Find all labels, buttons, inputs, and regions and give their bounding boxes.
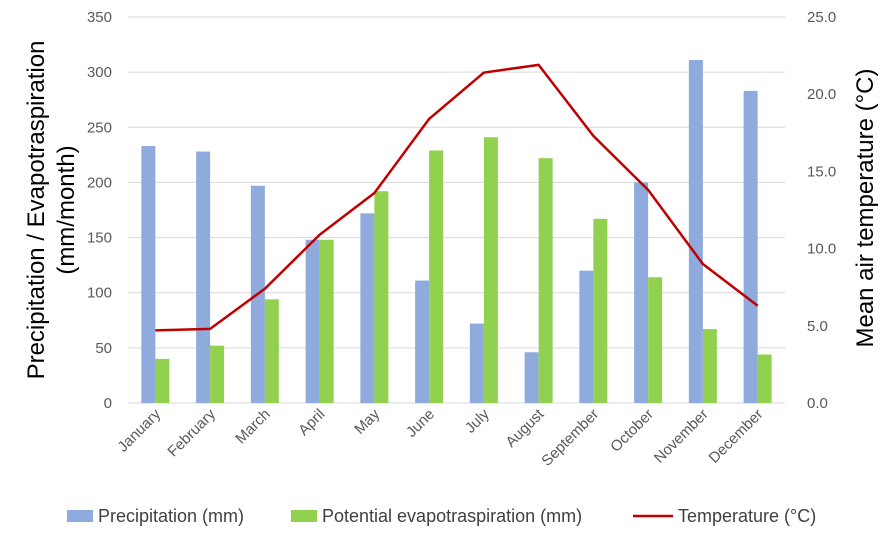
precipitation-bar: [415, 280, 430, 403]
bars-group: [141, 60, 772, 404]
precipitation-bar: [743, 90, 758, 404]
legend-label: Temperature (°C): [678, 506, 816, 526]
x-tick-label: June: [403, 406, 438, 441]
evapotranspiration-bar: [593, 218, 608, 403]
y2-tick-label: 0.0: [807, 395, 828, 412]
y2-tick-label: 5.0: [807, 318, 828, 335]
x-axis: January February March April May June July Augu…: [114, 405, 766, 469]
temperature-line-group: [155, 63, 759, 332]
legend-label: Precipitation (mm): [98, 506, 244, 526]
precipitation-bar: [196, 151, 211, 403]
y-axis-title-line2: (mm/month): [53, 145, 80, 274]
evapotranspiration-bar: [757, 354, 772, 403]
y2-tick-label: 10.0: [807, 241, 836, 258]
precipitation-bar: [469, 323, 484, 403]
legend: Precipitation (mm) Potential evapotraspir…: [67, 506, 816, 526]
evapotranspiration-bar: [264, 299, 279, 403]
x-tick-label: August: [502, 405, 548, 451]
x-tick-label: March: [232, 406, 273, 447]
x-tick-label: July: [462, 405, 493, 436]
y-tick-label: 150: [87, 230, 112, 247]
x-tick-label: May: [351, 405, 383, 437]
precipitation-bar: [688, 60, 703, 404]
legend-label: Potential evapotraspiration (mm): [322, 506, 582, 526]
legend-swatch: [67, 510, 93, 522]
x-tick-label: October: [607, 406, 657, 456]
evapotranspiration-bar: [155, 358, 170, 403]
x-tick-label: January: [114, 405, 164, 455]
evapotranspiration-bar: [429, 150, 444, 403]
y-tick-label: 100: [87, 285, 112, 302]
evapotranspiration-bar: [483, 137, 498, 403]
legend-swatch: [291, 510, 317, 522]
y-tick-label: 50: [95, 340, 112, 357]
x-tick-label: September: [538, 406, 602, 470]
x-tick-label: April: [295, 406, 328, 439]
y2-tick-label: 15.0: [807, 163, 836, 180]
x-tick-label: November: [651, 406, 712, 467]
y2-tick-label: 20.0: [807, 86, 836, 103]
y-tick-label: 200: [87, 174, 112, 191]
y-tick-label: 250: [87, 119, 112, 136]
precipitation-bar: [579, 270, 594, 403]
precipitation-bar: [141, 146, 156, 403]
y2-tick-label: 25.0: [807, 9, 836, 26]
evapotranspiration-bar: [210, 345, 225, 403]
precipitation-bar: [305, 239, 320, 403]
x-tick-label: December: [705, 406, 766, 467]
evapotranspiration-bar: [702, 329, 717, 403]
y-tick-label: 350: [87, 9, 112, 26]
x-tick-label: February: [164, 405, 219, 460]
y-tick-label: 300: [87, 64, 112, 81]
evapotranspiration-bar: [648, 277, 663, 403]
gridlines: [128, 16, 785, 404]
precipitation-bar: [634, 182, 649, 403]
y-axis-title-line1: Precipitation / Evapotraspiration: [23, 41, 50, 380]
left-axis: 0 50 100 150 200 250 300 350: [87, 9, 112, 412]
right-axis: 0.0 5.0 10.0 15.0 20.0 25.0: [807, 9, 836, 412]
y-tick-label: 0: [104, 395, 112, 412]
evapotranspiration-bar: [538, 158, 553, 403]
y2-axis-title: Mean air temperature (°C): [852, 68, 879, 347]
temperature-line: [155, 63, 759, 332]
evapotranspiration-bar: [319, 239, 334, 403]
precipitation-bar: [524, 352, 539, 403]
evapotranspiration-bar: [374, 191, 389, 403]
precipitation-bar: [360, 213, 375, 403]
